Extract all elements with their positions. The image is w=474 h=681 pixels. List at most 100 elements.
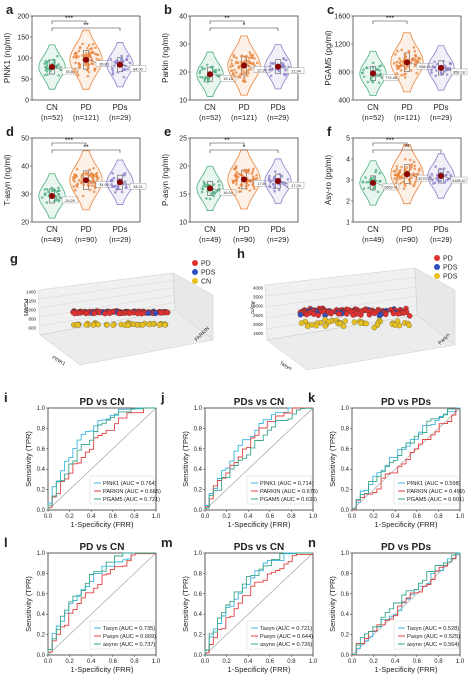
data-point — [282, 56, 286, 60]
panel-letter: k — [308, 390, 316, 405]
data-point — [121, 69, 124, 72]
group-n-label: (n=29) — [109, 235, 131, 244]
y-tick-label: 1.0 — [341, 551, 350, 557]
data-point — [235, 179, 239, 183]
chance-line — [351, 552, 461, 656]
data-point — [115, 188, 118, 191]
grid-line — [266, 295, 417, 319]
data-point — [371, 310, 378, 317]
data-point — [430, 172, 434, 176]
mean-label: 34.21 — [133, 185, 143, 189]
panel-i: i PD vs CN0.00.00.20.20.40.40.60.60.80.81… — [4, 390, 161, 529]
legend-label: PDS — [201, 270, 216, 277]
data-point — [112, 176, 116, 180]
data-point — [81, 173, 84, 177]
data-point — [358, 312, 364, 318]
data-point — [366, 80, 370, 84]
data-point — [371, 61, 375, 65]
mean-marker — [83, 56, 89, 63]
data-point — [203, 182, 206, 186]
data-point — [328, 310, 334, 317]
y-tick-label: 0.4 — [341, 467, 350, 473]
data-point — [76, 73, 80, 77]
z-tick-label: 3500 — [253, 295, 264, 300]
data-point — [236, 61, 240, 65]
data-point — [80, 181, 84, 185]
x-tick-label: 0.8 — [434, 514, 443, 520]
plot-frame — [204, 552, 314, 656]
z-tick-label: 2500 — [253, 313, 264, 318]
x-tick-label: 0.6 — [413, 514, 422, 520]
data-point — [367, 186, 370, 190]
mean-marker — [49, 192, 55, 199]
y-tick-label: 0.0 — [194, 653, 203, 659]
data-point — [366, 312, 373, 318]
data-point — [96, 53, 100, 57]
data-point — [251, 56, 254, 59]
data-point — [393, 173, 397, 177]
data-point — [396, 322, 403, 329]
data-point — [43, 193, 47, 197]
y-axis-label: PINK1 (ng/ml) — [3, 33, 12, 84]
grid-line — [265, 286, 416, 308]
mean-marker — [241, 62, 247, 69]
data-point — [217, 183, 221, 187]
data-point — [211, 65, 214, 69]
mean-label-box — [95, 60, 113, 67]
y-axis-label: Sensitivity (TPR) — [328, 576, 337, 632]
data-point — [43, 188, 47, 191]
data-point — [395, 178, 399, 182]
data-point — [73, 180, 76, 183]
data-point — [372, 175, 376, 179]
data-point — [310, 311, 317, 317]
data-point — [116, 184, 120, 188]
y-tick-label: 1.0 — [37, 551, 46, 557]
data-point — [252, 167, 255, 171]
panel-l: l PD vs CN0.00.00.20.20.40.40.60.60.80.81… — [4, 535, 161, 674]
mean-leader — [280, 180, 289, 185]
plot-frame — [31, 137, 141, 223]
data-point — [392, 62, 396, 65]
data-point — [73, 188, 77, 192]
chance-line — [204, 407, 314, 511]
x-axis-label: 1-Specificity (FRR) — [375, 520, 438, 529]
data-point — [230, 58, 233, 62]
data-point — [93, 52, 97, 56]
panel-j: j PDs vs CN 0.00.0 0.2 0.2 0.4 0.4 0.6 0.6 0.8 0.8… — [160, 390, 318, 529]
data-point — [85, 173, 88, 176]
data-point — [57, 199, 61, 202]
data-point — [235, 71, 238, 74]
data-point — [413, 49, 417, 53]
mean-marker — [275, 63, 281, 70]
x-tick-label: 0.8 — [130, 514, 139, 520]
x-tick-label: 1.0 — [152, 514, 161, 520]
data-point — [267, 176, 271, 180]
chart-title: PD vs CN — [79, 397, 124, 408]
data-point — [350, 312, 356, 318]
data-point — [128, 61, 132, 65]
data-point — [280, 174, 284, 178]
data-point — [230, 69, 233, 73]
data-point — [83, 322, 89, 328]
sig-bracket — [372, 149, 442, 153]
data-point — [244, 168, 247, 172]
data-point — [373, 185, 377, 188]
data-point — [376, 313, 383, 319]
data-point — [200, 190, 204, 194]
data-point — [251, 182, 255, 185]
data-point — [88, 188, 92, 192]
data-point — [88, 53, 92, 57]
x-tick-label: 0.8 — [287, 514, 296, 520]
y-tick-label: 0.2 — [37, 488, 46, 494]
mean-marker — [207, 185, 213, 192]
x-tick-label: 0.0 — [44, 659, 53, 665]
y-tick-label: 0.8 — [194, 571, 203, 577]
data-point — [414, 60, 417, 63]
data-point — [435, 176, 438, 180]
data-point — [230, 62, 233, 65]
y-tick-label: 0.4 — [194, 467, 203, 473]
data-point — [240, 54, 243, 58]
y-tick-label: 0.6 — [194, 447, 203, 453]
data-point — [235, 177, 238, 181]
group-label: PD — [80, 225, 91, 234]
